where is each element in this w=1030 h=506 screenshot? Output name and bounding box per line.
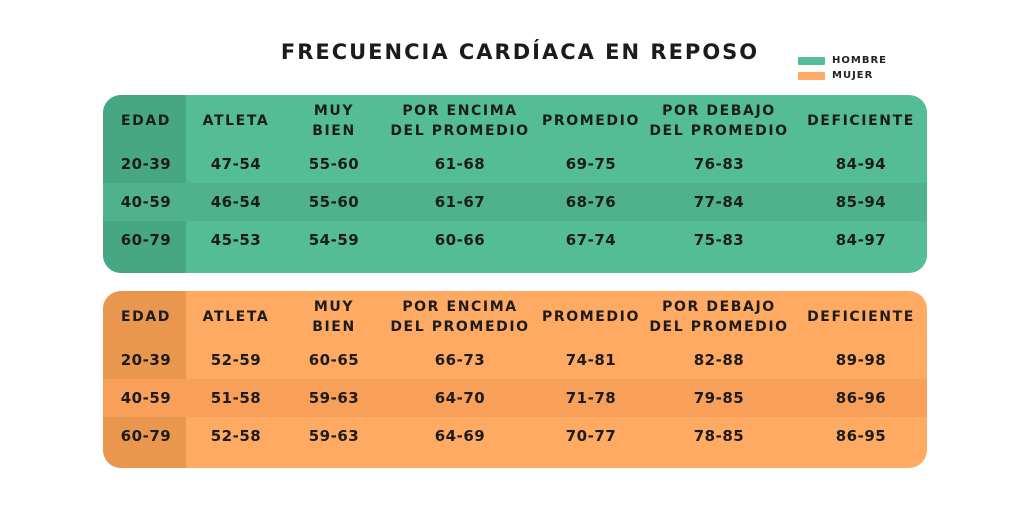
table-cell: 85-94	[835, 193, 887, 211]
table-cell: 61-67	[434, 193, 486, 211]
table-cell: 46-54	[210, 193, 262, 211]
table-cell: 77-84	[693, 193, 745, 211]
table-cell: 66-73	[434, 351, 486, 369]
column-header: MUY BIEN	[312, 103, 356, 139]
column-header: ATLETA	[202, 309, 270, 325]
table-cell: 51-58	[210, 389, 262, 407]
table-cell: 64-70	[434, 389, 486, 407]
table-cell: 70-77	[565, 427, 617, 445]
table-cell: 67-74	[565, 231, 617, 249]
column-header: POR DEBAJO DEL PROMEDIO	[649, 103, 789, 139]
table-mujer: EDAD ATLETA MUY BIEN POR ENCIMA DEL PROMEDIO P…	[103, 291, 927, 468]
column-header: EDAD	[120, 309, 172, 325]
legend-item-mujer: MUJER	[798, 68, 887, 83]
legend-swatch-mujer	[798, 71, 825, 80]
column-header: DEFICIENTE	[807, 309, 915, 325]
row-stripe	[103, 379, 927, 417]
table-cell: 74-81	[565, 351, 617, 369]
age-range-cell: 40-59	[120, 389, 172, 407]
legend-swatch-hombre	[798, 56, 825, 65]
table-cell: 60-66	[434, 231, 486, 249]
table-cell: 60-65	[308, 351, 360, 369]
table-cell: 55-60	[308, 155, 360, 173]
table-cell: 54-59	[308, 231, 360, 249]
table-cell: 47-54	[210, 155, 262, 173]
table-cell: 64-69	[434, 427, 486, 445]
table-cell: 86-95	[835, 427, 887, 445]
table-cell: 59-63	[308, 389, 360, 407]
table-cell: 71-78	[565, 389, 617, 407]
table-cell: 52-59	[210, 351, 262, 369]
table-cell: 84-94	[835, 155, 887, 173]
legend: HOMBRE MUJER	[798, 53, 887, 83]
legend-label-hombre: HOMBRE	[832, 55, 887, 66]
table-cell: 78-85	[693, 427, 745, 445]
table-cell: 68-76	[565, 193, 617, 211]
column-header: MUY BIEN	[312, 299, 356, 335]
table-cell: 61-68	[434, 155, 486, 173]
table-cell: 55-60	[308, 193, 360, 211]
table-cell: 59-63	[308, 427, 360, 445]
column-header: ATLETA	[202, 113, 270, 129]
table-cell: 89-98	[835, 351, 887, 369]
age-range-cell: 40-59	[120, 193, 172, 211]
legend-label-mujer: MUJER	[832, 70, 874, 81]
legend-item-hombre: HOMBRE	[798, 53, 887, 68]
column-header: POR ENCIMA DEL PROMEDIO	[390, 299, 530, 335]
table-cell: 86-96	[835, 389, 887, 407]
age-range-cell: 20-39	[120, 155, 172, 173]
column-header: POR ENCIMA DEL PROMEDIO	[390, 103, 530, 139]
table-cell: 52-58	[210, 427, 262, 445]
age-range-cell: 60-79	[120, 231, 172, 249]
table-cell: 79-85	[693, 389, 745, 407]
column-header: PROMEDIO	[542, 309, 640, 325]
column-header: POR DEBAJO DEL PROMEDIO	[649, 299, 789, 335]
column-header: EDAD	[120, 113, 172, 129]
column-header: PROMEDIO	[542, 113, 640, 129]
column-header: DEFICIENTE	[807, 113, 915, 129]
table-hombre: EDAD ATLETA MUY BIEN POR ENCIMA DEL PROMEDIO P…	[103, 95, 927, 273]
age-range-cell: 60-79	[120, 427, 172, 445]
table-cell: 45-53	[210, 231, 262, 249]
row-stripe	[103, 183, 927, 221]
table-cell: 76-83	[693, 155, 745, 173]
table-cell: 84-97	[835, 231, 887, 249]
table-cell: 75-83	[693, 231, 745, 249]
chart-title: FRECUENCIA CARDÍACA EN REPOSO	[280, 40, 760, 64]
table-cell: 82-88	[693, 351, 745, 369]
table-cell: 69-75	[565, 155, 617, 173]
age-range-cell: 20-39	[120, 351, 172, 369]
